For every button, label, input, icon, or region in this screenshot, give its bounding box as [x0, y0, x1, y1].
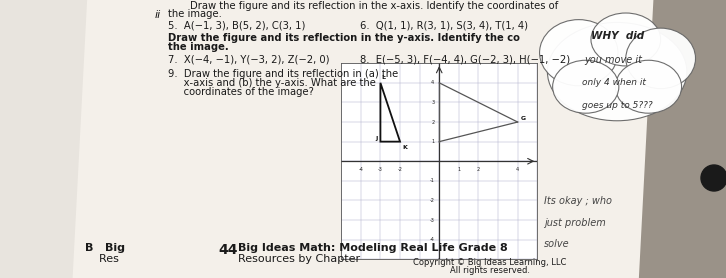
- Text: Res: Res: [85, 254, 119, 264]
- Text: goes up to 5???: goes up to 5???: [582, 101, 653, 110]
- Text: x-axis and (b) the y-axis. What are the: x-axis and (b) the y-axis. What are the: [168, 78, 376, 88]
- Ellipse shape: [539, 20, 618, 86]
- Text: 6.  Q(1, 1), R(3, 1), S(3, 4), T(1, 4): 6. Q(1, 1), R(3, 1), S(3, 4), T(1, 4): [360, 20, 528, 30]
- Text: 9.  Draw the figure and its reflection in (a) the: 9. Draw the figure and its reflection in…: [168, 69, 399, 79]
- Text: -2: -2: [398, 167, 402, 172]
- Text: K: K: [402, 145, 407, 150]
- Text: G: G: [521, 116, 526, 121]
- Text: -3: -3: [430, 218, 434, 223]
- Text: -2: -2: [430, 198, 434, 203]
- Text: -1: -1: [430, 178, 434, 183]
- Text: 5.  A(−1, 3), B(5, 2), C(3, 1): 5. A(−1, 3), B(5, 2), C(3, 1): [168, 20, 306, 30]
- Text: 2: 2: [477, 167, 480, 172]
- Text: Draw the figure and its reflection in the x-axis. Identify the coordinates of: Draw the figure and its reflection in th…: [190, 1, 558, 11]
- Text: ii: ii: [155, 10, 161, 20]
- Text: All rights reserved.: All rights reserved.: [450, 266, 530, 275]
- Text: 7.  X(−4, −1), Y(−3, 2), Z(−2, 0): 7. X(−4, −1), Y(−3, 2), Z(−2, 0): [168, 55, 330, 65]
- Text: 4: 4: [431, 80, 434, 85]
- Ellipse shape: [616, 60, 682, 113]
- Text: solve: solve: [544, 239, 569, 249]
- Text: -4: -4: [359, 167, 363, 172]
- Ellipse shape: [552, 60, 619, 113]
- Text: L: L: [381, 75, 386, 80]
- Text: you move it: you move it: [584, 55, 643, 65]
- Text: B   Big: B Big: [85, 243, 125, 253]
- Polygon shape: [73, 0, 653, 278]
- Text: only 4 when it: only 4 when it: [582, 78, 645, 88]
- Text: just problem: just problem: [544, 217, 605, 227]
- Polygon shape: [0, 0, 116, 278]
- Text: 1: 1: [457, 167, 460, 172]
- Text: -3: -3: [378, 167, 383, 172]
- Text: 3: 3: [431, 100, 434, 105]
- Text: Resources by Chapter: Resources by Chapter: [238, 254, 360, 264]
- Text: -4: -4: [430, 237, 434, 242]
- Text: the image.: the image.: [168, 42, 229, 52]
- Ellipse shape: [547, 23, 687, 121]
- Text: Its okay ; who: Its okay ; who: [544, 196, 612, 206]
- Text: 4: 4: [516, 167, 519, 172]
- Text: Draw the figure and its reflection in the y-axis. Identify the co: Draw the figure and its reflection in th…: [168, 33, 520, 43]
- Text: Big Ideas Math: Modeling Real Life Grade 8: Big Ideas Math: Modeling Real Life Grade…: [238, 243, 507, 253]
- Text: WHY  did: WHY did: [590, 31, 644, 41]
- Text: 44: 44: [218, 243, 237, 257]
- Text: the image.: the image.: [168, 9, 222, 19]
- Text: coordinates of the image?: coordinates of the image?: [168, 87, 314, 97]
- Text: 2: 2: [431, 120, 434, 125]
- Ellipse shape: [626, 28, 696, 89]
- Circle shape: [701, 165, 726, 191]
- Text: 8.  E(−5, 3), F(−4, 4), G(−2, 3), H(−1, −2): 8. E(−5, 3), F(−4, 4), G(−2, 3), H(−1, −…: [360, 55, 570, 65]
- Text: J: J: [375, 136, 378, 141]
- Text: 1: 1: [431, 139, 434, 144]
- Ellipse shape: [591, 13, 661, 66]
- Text: Copyright © Big Ideas Learning, LLC: Copyright © Big Ideas Learning, LLC: [413, 258, 567, 267]
